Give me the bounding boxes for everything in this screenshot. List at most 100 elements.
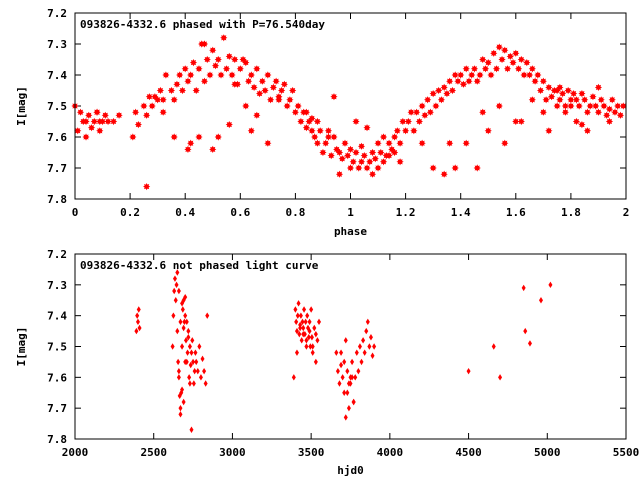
- data-point: [567, 102, 575, 110]
- data-point: [198, 374, 203, 381]
- data-point: [512, 117, 520, 126]
- data-point: [294, 102, 302, 110]
- data-point: [194, 358, 199, 366]
- data-point: [514, 65, 523, 73]
- data-point: [170, 133, 178, 141]
- data-point: [82, 117, 90, 126]
- data-point: [172, 287, 177, 295]
- data-point: [200, 40, 209, 48]
- phased-y-axis-label: I[mag]: [15, 86, 28, 126]
- y-tick-label: 7.3: [47, 279, 67, 292]
- data-point: [189, 349, 194, 356]
- data-point: [335, 367, 340, 375]
- data-point: [186, 327, 191, 335]
- x-tick-label: 0: [72, 206, 79, 219]
- data-point: [298, 324, 303, 332]
- data-point: [426, 108, 434, 116]
- data-point: [264, 139, 272, 147]
- data-point: [528, 65, 536, 73]
- data-point: [605, 117, 614, 126]
- data-point: [154, 96, 162, 104]
- data-point: [202, 367, 207, 375]
- data-point: [344, 152, 352, 160]
- data-point: [498, 55, 506, 64]
- data-point: [300, 318, 305, 326]
- phased-plot-frame: [74, 12, 627, 200]
- data-point: [109, 117, 118, 126]
- data-point: [393, 127, 401, 135]
- data-point: [220, 34, 228, 42]
- data-point: [357, 158, 366, 166]
- data-point: [186, 334, 191, 341]
- data-point: [459, 80, 468, 88]
- data-point: [247, 127, 255, 135]
- data-point: [261, 86, 269, 95]
- data-point: [200, 355, 205, 363]
- data-point: [371, 155, 379, 163]
- data-point: [583, 108, 592, 116]
- data-point: [176, 367, 181, 375]
- data-point: [473, 164, 481, 172]
- data-point: [173, 80, 181, 88]
- data-point: [335, 148, 344, 157]
- data-point: [424, 96, 432, 104]
- unphased-x-axis-label: hjd0: [337, 464, 364, 477]
- data-point: [183, 337, 188, 344]
- data-point: [87, 124, 96, 132]
- data-point: [278, 86, 286, 95]
- data-point: [280, 80, 288, 88]
- data-point: [180, 306, 185, 313]
- data-point: [104, 117, 112, 126]
- x-tick-label: 0.6: [230, 206, 250, 219]
- data-point: [527, 340, 532, 347]
- data-point: [531, 77, 539, 85]
- data-point: [495, 102, 503, 110]
- data-point: [377, 148, 385, 157]
- x-tick-label: 1.4: [451, 206, 471, 219]
- data-point: [451, 71, 459, 79]
- phased-light-curve-panel: 0 0.2 0.4 0.6 0.8 1 1.2 1.4 1.6 1.8 2 7.2 7.3 7.4 7.5 7…: [15, 7, 629, 238]
- data-point: [319, 148, 327, 157]
- data-point: [311, 133, 319, 141]
- data-point: [466, 367, 471, 375]
- data-point: [561, 108, 569, 116]
- data-point: [148, 102, 156, 110]
- data-point: [309, 306, 314, 313]
- data-point: [350, 358, 355, 366]
- data-point: [614, 102, 622, 110]
- x-tick-label: 2000: [62, 446, 89, 459]
- data-point: [545, 127, 553, 135]
- data-point: [407, 108, 415, 116]
- data-point: [448, 86, 457, 95]
- data-point: [572, 96, 581, 104]
- data-point: [187, 380, 192, 387]
- y-tick-label: 7.4: [47, 310, 67, 323]
- data-point: [242, 59, 250, 67]
- data-point: [304, 343, 309, 350]
- data-point: [183, 312, 188, 319]
- data-point: [185, 349, 190, 356]
- data-point: [440, 83, 448, 91]
- data-point: [313, 358, 318, 366]
- data-point: [542, 96, 550, 104]
- data-point: [191, 380, 196, 387]
- unphased-tick-labels: 2000 2500 3000 3500 4000 4500 5000 5500 7.2 7.3 7.…: [47, 248, 639, 459]
- data-point: [289, 86, 297, 95]
- data-point: [561, 102, 569, 110]
- data-point: [548, 281, 553, 289]
- x-tick-label: 3000: [219, 446, 246, 459]
- y-tick-label: 7.7: [47, 162, 67, 175]
- data-point: [597, 96, 605, 104]
- data-point: [184, 77, 192, 85]
- data-point: [501, 139, 509, 147]
- data-point: [340, 374, 345, 381]
- data-point: [308, 343, 313, 350]
- data-point: [418, 139, 426, 147]
- data-point: [603, 111, 611, 119]
- data-point: [346, 404, 351, 412]
- data-point: [308, 114, 316, 122]
- data-point: [195, 65, 203, 73]
- data-point: [594, 108, 603, 116]
- unphased-plot-title: 093826-4332.6 not phased light curve: [80, 259, 319, 272]
- y-tick-label: 7.7: [47, 402, 67, 415]
